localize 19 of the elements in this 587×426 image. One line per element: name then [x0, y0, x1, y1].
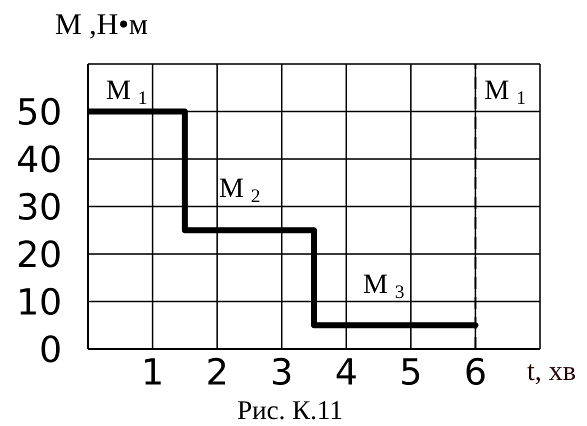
- annotation: M$_{1}$: [106, 75, 148, 109]
- y-axis-title: M ,Н•м: [55, 8, 148, 41]
- x-tick-label: 2: [206, 352, 229, 394]
- x-tick-label: 6: [464, 352, 487, 394]
- y-tick-label: 0: [39, 330, 62, 371]
- y-tick-label: 40: [16, 140, 62, 181]
- x-tick-label: 5: [399, 352, 422, 394]
- y-tick-label: 10: [16, 282, 62, 324]
- y-tick-label: 50: [16, 92, 62, 134]
- x-tick-label: 1: [141, 352, 164, 394]
- y-tick-label: 20: [16, 234, 62, 276]
- x-tick-label: 3: [270, 352, 294, 394]
- text: Рис. К.11: [237, 395, 343, 425]
- x-tick-label: 4: [334, 352, 358, 394]
- annotation: M$_{2}$: [219, 173, 260, 207]
- y-tick-label: 30: [16, 187, 62, 228]
- ref-line-label: M$_{1}$: [484, 75, 526, 109]
- x-axis-title: t, хв: [527, 356, 576, 387]
- annotation: M$_{3}$: [363, 269, 404, 303]
